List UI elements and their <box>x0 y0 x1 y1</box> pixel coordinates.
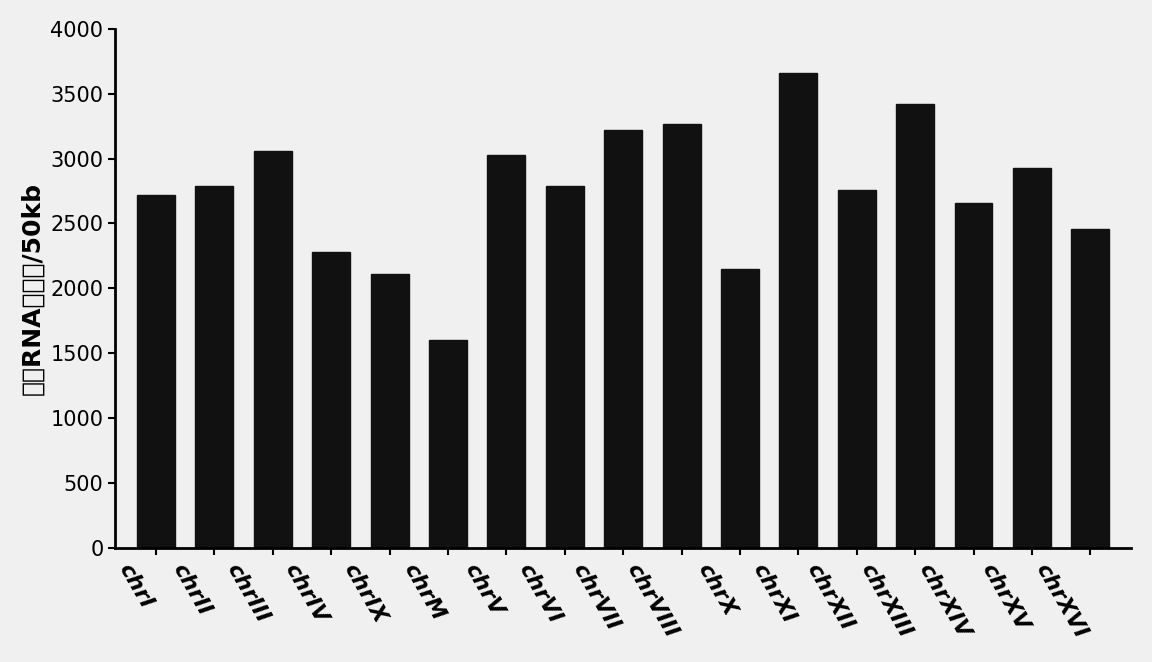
Bar <box>955 203 993 547</box>
Bar <box>838 190 876 547</box>
Bar <box>546 186 584 547</box>
Bar <box>1071 228 1109 547</box>
Bar <box>662 124 700 547</box>
Y-axis label: 诱导RNA的数量/50kb: 诱导RNA的数量/50kb <box>21 182 45 395</box>
Bar <box>312 252 350 547</box>
Bar <box>604 130 642 547</box>
Bar <box>371 274 409 547</box>
Bar <box>780 73 817 547</box>
Bar <box>1013 167 1051 547</box>
Bar <box>721 269 759 547</box>
Bar <box>253 151 291 547</box>
Bar <box>429 340 467 547</box>
Bar <box>137 195 175 547</box>
Bar <box>896 104 934 547</box>
Bar <box>487 155 525 547</box>
Bar <box>196 186 234 547</box>
